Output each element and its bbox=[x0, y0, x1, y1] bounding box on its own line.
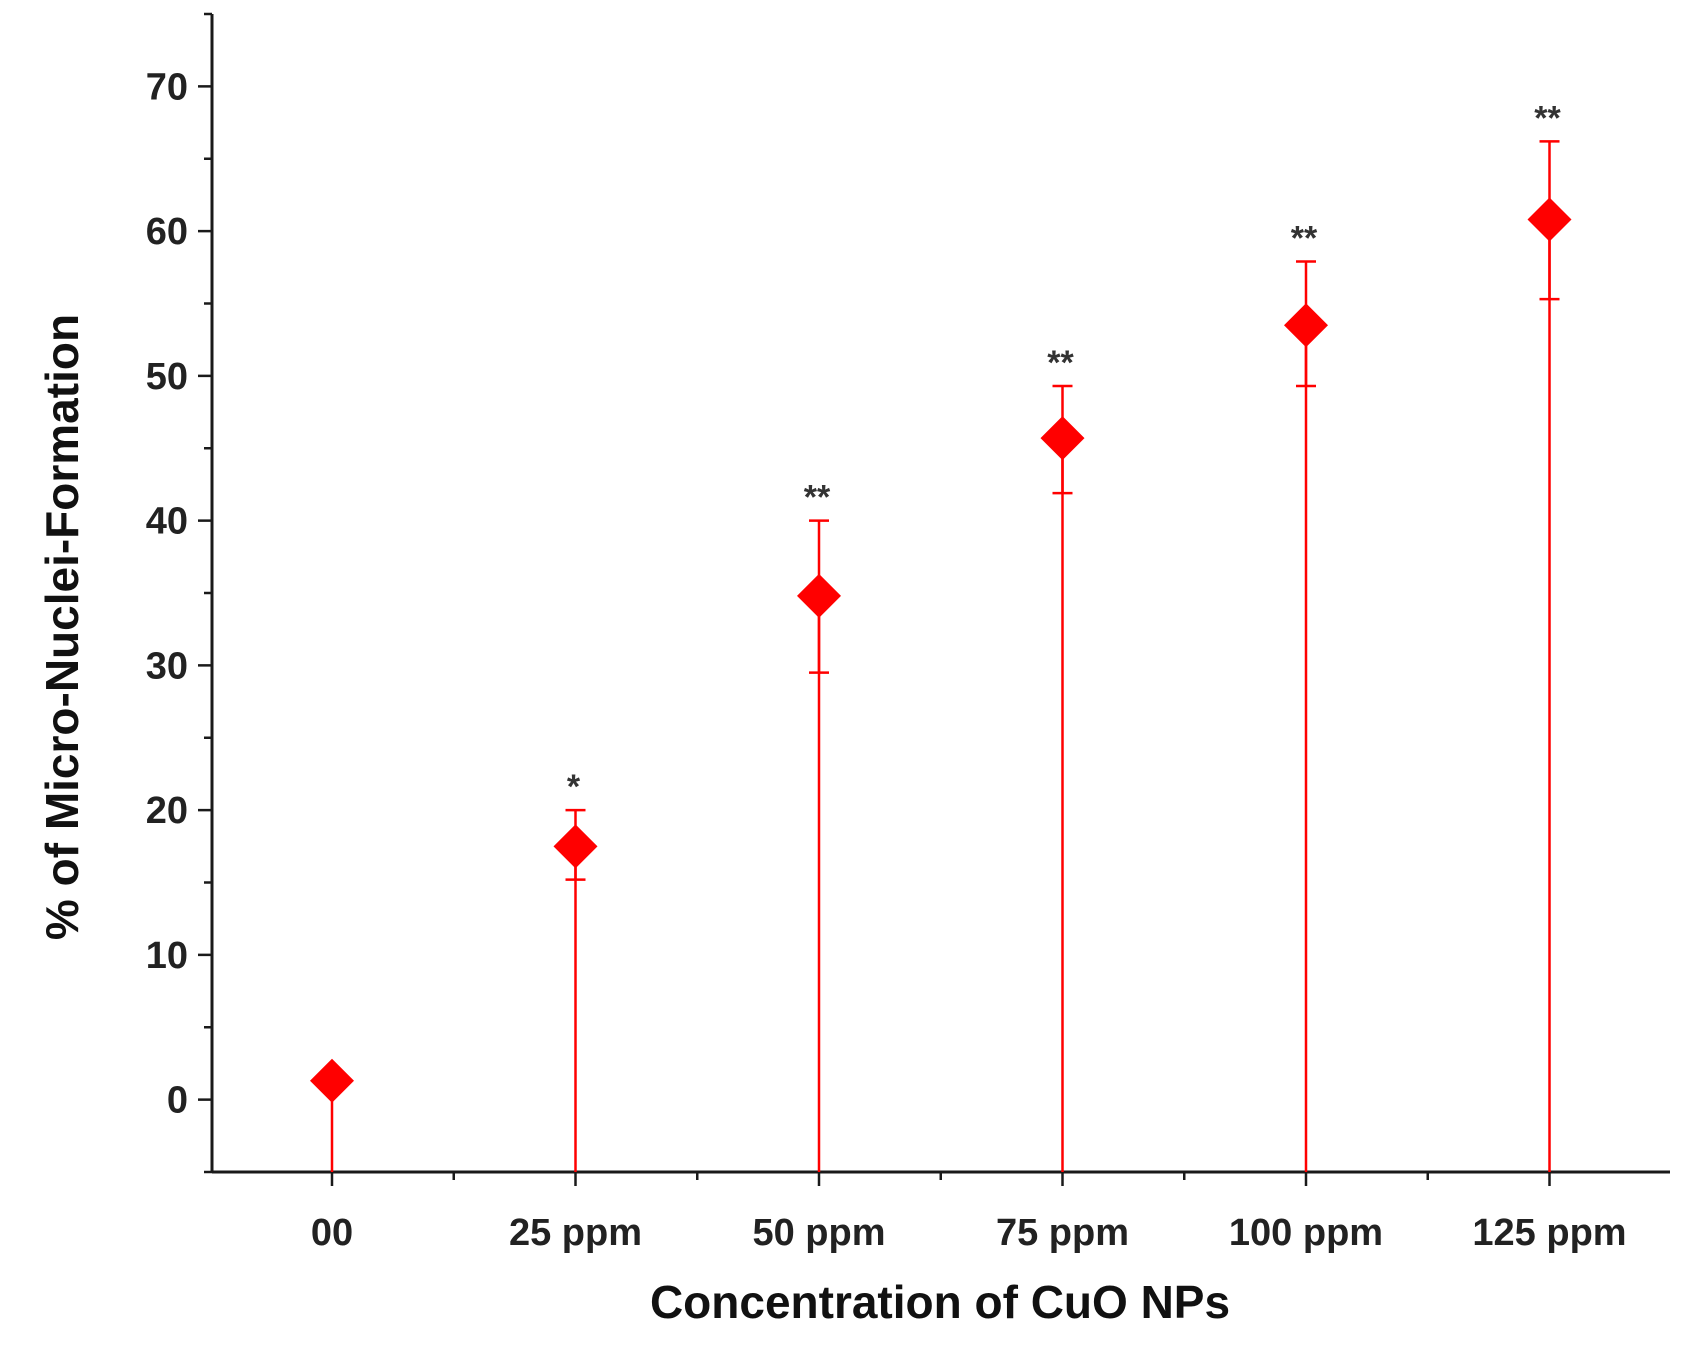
data-point-diamond bbox=[797, 573, 841, 618]
x-tick-label: 125 ppm bbox=[1472, 1212, 1626, 1254]
data-point-diamond bbox=[1040, 416, 1085, 461]
significance-label: ** bbox=[1047, 344, 1074, 382]
x-axis-title: Concentration of CuO NPs bbox=[650, 1276, 1230, 1328]
y-tick-label: 60 bbox=[146, 211, 188, 253]
y-axis-title: % of Micro-Nuclei-Formation bbox=[36, 314, 88, 940]
y-tick-label: 20 bbox=[146, 790, 188, 832]
x-tick-label: 75 ppm bbox=[996, 1212, 1129, 1254]
y-tick-label: 40 bbox=[146, 501, 188, 543]
x-tick-label: 00 bbox=[311, 1212, 353, 1254]
data-point-group-1: * bbox=[553, 768, 598, 1172]
data-point-diamond bbox=[310, 1058, 354, 1103]
significance-label: ** bbox=[1534, 99, 1561, 137]
x-axis: 00 25 ppm 50 ppm 75 ppm 100 ppm 125 ppm bbox=[212, 1170, 1670, 1254]
y-axis: 0 10 20 30 40 50 60 70 bbox=[146, 12, 214, 1174]
data-point-group-4: ** bbox=[1284, 220, 1328, 1172]
significance-label: ** bbox=[1291, 220, 1318, 258]
x-tick-label: 100 ppm bbox=[1229, 1212, 1383, 1254]
significance-label: * bbox=[567, 768, 581, 806]
y-tick-label: 70 bbox=[146, 66, 188, 108]
data-point-diamond bbox=[1284, 303, 1328, 348]
y-tick-label: 50 bbox=[146, 356, 188, 398]
y-tick-label: 30 bbox=[146, 645, 188, 687]
x-tick-label: 25 ppm bbox=[509, 1212, 642, 1254]
data-point-group-2: ** bbox=[797, 479, 841, 1172]
data-point-group-5: ** bbox=[1527, 99, 1572, 1172]
data-point-diamond bbox=[553, 824, 598, 869]
data-point-group-0 bbox=[310, 1058, 354, 1172]
data-point-group-3: ** bbox=[1040, 344, 1085, 1172]
x-tick-label: 50 ppm bbox=[752, 1212, 885, 1254]
data-marks: ********* bbox=[310, 99, 1572, 1172]
significance-label: ** bbox=[804, 479, 831, 517]
y-tick-label: 10 bbox=[146, 935, 188, 977]
data-point-diamond bbox=[1527, 197, 1572, 242]
y-tick-label: 0 bbox=[167, 1080, 188, 1122]
